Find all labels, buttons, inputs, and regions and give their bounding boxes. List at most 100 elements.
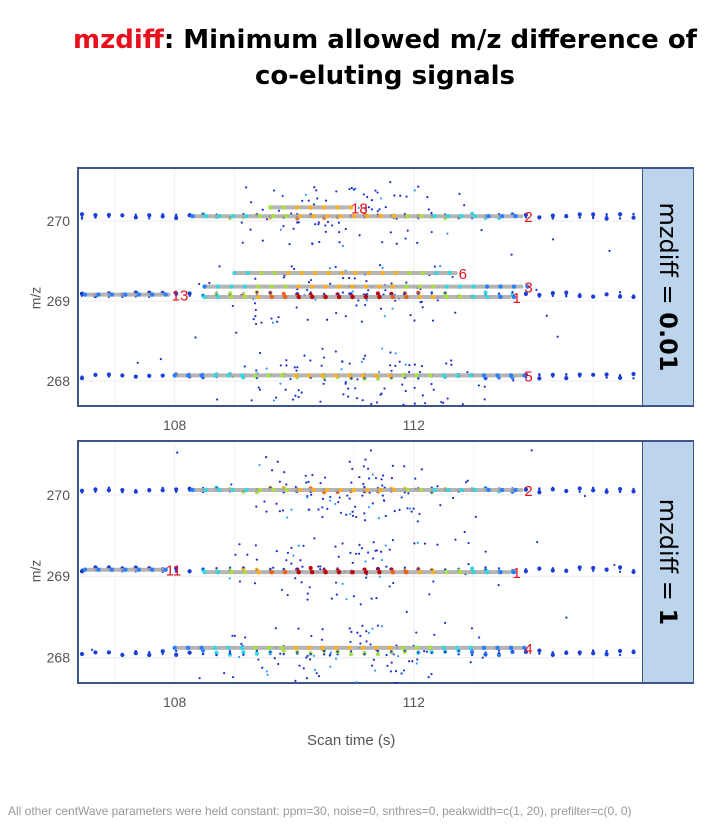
peak-point bbox=[244, 487, 249, 493]
data-point bbox=[604, 652, 609, 657]
data-point bbox=[632, 487, 635, 491]
data-point bbox=[359, 603, 362, 606]
data-point bbox=[388, 585, 391, 588]
data-point bbox=[411, 660, 414, 663]
data-point bbox=[376, 624, 380, 627]
data-point bbox=[392, 581, 395, 585]
data-point bbox=[228, 650, 232, 653]
data-point bbox=[583, 494, 587, 498]
data-point bbox=[371, 473, 374, 476]
data-point bbox=[383, 499, 386, 502]
data-point bbox=[371, 502, 374, 505]
peak-point bbox=[311, 487, 316, 493]
data-point bbox=[430, 292, 433, 295]
data-point bbox=[341, 542, 344, 545]
peak-point bbox=[212, 373, 218, 378]
peak-point bbox=[363, 284, 369, 289]
peak-point bbox=[431, 284, 436, 289]
data-point bbox=[430, 672, 433, 676]
peak-point bbox=[419, 487, 424, 493]
data-point bbox=[442, 401, 445, 404]
data-point bbox=[443, 291, 447, 294]
data-point bbox=[365, 298, 369, 302]
data-point bbox=[148, 217, 151, 220]
data-point bbox=[395, 242, 398, 245]
data-point bbox=[223, 672, 226, 675]
data-point bbox=[309, 652, 312, 656]
data-point bbox=[274, 627, 277, 630]
data-point bbox=[304, 193, 308, 196]
data-point bbox=[174, 293, 178, 297]
data-point bbox=[328, 267, 332, 270]
peak-point bbox=[378, 487, 384, 493]
data-point bbox=[282, 225, 285, 228]
peak-point bbox=[472, 487, 478, 493]
data-point bbox=[357, 206, 360, 210]
data-point bbox=[618, 373, 622, 377]
data-point bbox=[430, 382, 433, 386]
data-point bbox=[299, 559, 302, 562]
peak-point bbox=[309, 284, 315, 289]
data-point bbox=[417, 377, 420, 380]
data-point bbox=[349, 640, 352, 644]
data-point bbox=[94, 651, 97, 654]
peak-point bbox=[431, 294, 436, 300]
data-point bbox=[365, 640, 368, 643]
data-point bbox=[275, 502, 278, 505]
data-point bbox=[285, 483, 288, 486]
data-point bbox=[577, 650, 582, 655]
y-tick-label: 268 bbox=[47, 373, 71, 389]
peak-point bbox=[215, 284, 221, 289]
panel-bottom-strip: mzdiff = 1 bbox=[642, 442, 693, 682]
data-point bbox=[375, 291, 381, 296]
data-point bbox=[271, 469, 274, 472]
peak-label: 13 bbox=[172, 288, 189, 305]
peak-point bbox=[324, 214, 330, 219]
data-point bbox=[161, 486, 164, 490]
data-point bbox=[371, 627, 374, 630]
data-point bbox=[523, 212, 529, 218]
data-point bbox=[265, 456, 268, 459]
peak-point bbox=[432, 214, 437, 219]
data-point bbox=[121, 652, 124, 656]
data-point bbox=[565, 295, 568, 298]
data-point bbox=[334, 581, 338, 584]
data-point bbox=[470, 650, 475, 655]
data-point bbox=[326, 220, 330, 224]
data-point bbox=[450, 363, 453, 366]
data-point bbox=[359, 634, 362, 638]
data-point bbox=[631, 371, 636, 377]
peak-point bbox=[404, 284, 409, 289]
data-point bbox=[324, 230, 327, 234]
peak-point bbox=[481, 373, 487, 378]
data-point bbox=[445, 362, 448, 365]
peak-point bbox=[172, 373, 177, 378]
data-point bbox=[403, 649, 407, 652]
data-point bbox=[420, 300, 423, 303]
data-point bbox=[391, 307, 394, 310]
data-point bbox=[408, 364, 411, 367]
data-point bbox=[338, 241, 341, 244]
data-point bbox=[538, 217, 541, 220]
data-point bbox=[201, 652, 205, 656]
data-point bbox=[565, 616, 568, 619]
data-point bbox=[545, 314, 548, 317]
data-point bbox=[348, 651, 354, 657]
data-point bbox=[362, 357, 365, 360]
data-point bbox=[286, 551, 290, 554]
data-point bbox=[393, 194, 396, 197]
data-point bbox=[478, 636, 481, 639]
peak-point bbox=[365, 487, 370, 493]
peak-point bbox=[82, 292, 88, 297]
data-point bbox=[538, 568, 541, 571]
data-point bbox=[321, 515, 324, 519]
data-point bbox=[234, 553, 237, 556]
data-point bbox=[454, 311, 457, 314]
data-point bbox=[416, 541, 419, 545]
peak-point bbox=[109, 292, 115, 297]
data-point bbox=[94, 214, 97, 218]
data-point bbox=[107, 372, 111, 376]
peak-point bbox=[350, 294, 355, 300]
data-point bbox=[537, 490, 542, 495]
